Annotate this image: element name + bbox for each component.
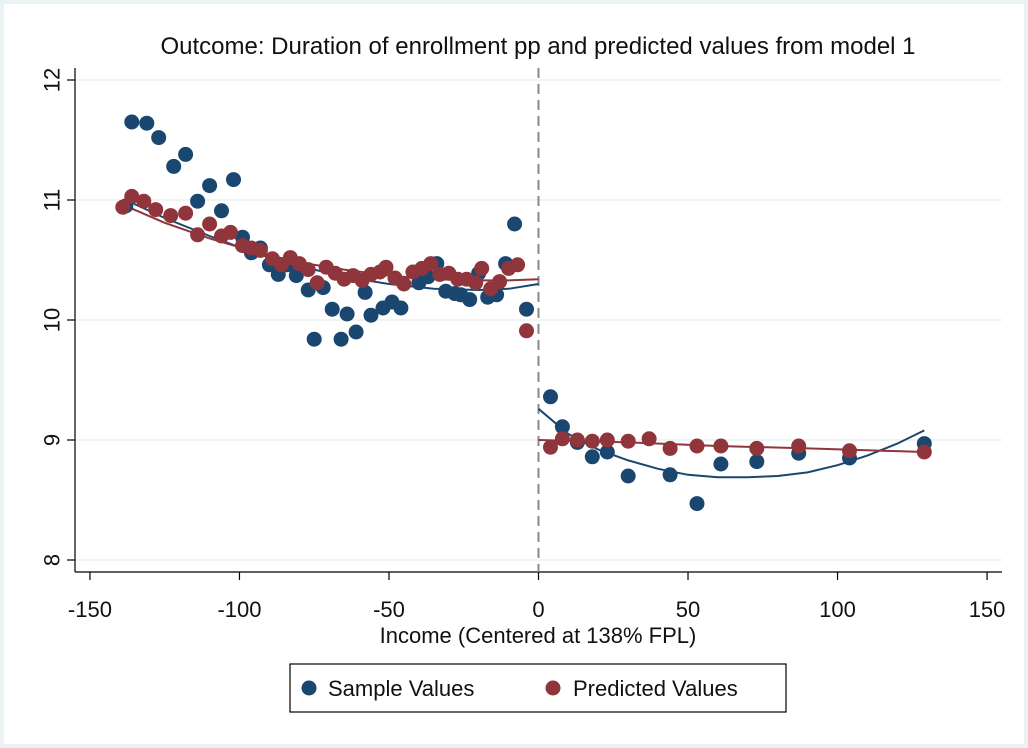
predicted-point <box>423 256 439 272</box>
predicted-point <box>569 432 585 448</box>
sample-point <box>124 114 140 130</box>
sample-point <box>357 284 373 300</box>
legend-marker-predicted <box>545 680 561 696</box>
sample-point <box>333 331 349 347</box>
predicted-point <box>599 432 615 448</box>
x-tick-label: -100 <box>217 597 261 622</box>
sample-point <box>749 454 765 470</box>
sample-point <box>178 146 194 162</box>
x-tick-label: 100 <box>819 597 856 622</box>
predicted-point <box>689 438 705 454</box>
predicted-point <box>202 216 218 232</box>
y-tick-label: 11 <box>40 189 65 212</box>
predicted-point <box>584 433 600 449</box>
predicted-point <box>378 259 394 275</box>
chart-canvas <box>4 4 1024 744</box>
y-axis: 8 9 10 11 12 <box>40 68 75 566</box>
sample-point <box>339 306 355 322</box>
sample-point <box>393 300 409 316</box>
predicted-point <box>620 433 636 449</box>
x-tick-label: -150 <box>68 597 112 622</box>
x-axis-label: Income (Centered at 138% FPL) <box>380 623 697 648</box>
predicted-point <box>791 438 807 454</box>
x-tick-label: 50 <box>676 597 700 622</box>
sample-point <box>190 193 206 209</box>
predicted-point <box>124 188 140 204</box>
sample-point <box>599 444 615 460</box>
legend-box <box>289 663 787 713</box>
predicted-point <box>543 439 558 455</box>
x-tick-label: 0 <box>532 597 544 622</box>
predicted-point <box>252 242 268 258</box>
predicted-point <box>474 260 490 276</box>
predicted-point <box>223 224 238 240</box>
predicted-point <box>163 208 179 224</box>
predicted-point <box>309 275 325 291</box>
sample-point <box>151 130 167 146</box>
sample-point <box>543 389 558 405</box>
sample-point <box>166 158 182 174</box>
predicted-point <box>842 443 857 459</box>
predicted-point <box>662 440 678 456</box>
predicted-point <box>519 323 534 339</box>
predicted-point <box>148 202 164 218</box>
sample-point <box>324 301 340 317</box>
sample-point <box>507 216 523 232</box>
predicted-point <box>468 275 484 291</box>
sample-point <box>202 178 218 194</box>
sample-point <box>288 268 304 284</box>
sample-point <box>348 324 364 340</box>
predicted-point <box>300 262 316 278</box>
y-tick-label: 12 <box>40 68 65 92</box>
predicted-point <box>115 199 131 215</box>
predicted-point <box>492 274 508 290</box>
y-gridlines <box>75 79 1002 561</box>
x-tick-label: 150 <box>969 597 1006 622</box>
predicted-point <box>510 257 526 273</box>
legend-label-sample: Sample Values <box>328 676 474 701</box>
sample-point <box>584 449 600 465</box>
sample-point <box>306 331 322 347</box>
predicted-point <box>641 431 657 447</box>
sample-point <box>713 456 729 472</box>
sample-point <box>689 496 705 512</box>
sample-point <box>214 203 229 219</box>
x-tick-label: -50 <box>373 597 405 622</box>
predicted-point <box>136 193 152 209</box>
predicted-point <box>554 431 570 447</box>
sample-point <box>519 301 534 317</box>
predicted-point <box>713 438 729 454</box>
predicted-point <box>190 227 206 243</box>
data-points <box>115 114 932 512</box>
legend: Sample Values Predicted Values <box>289 663 787 713</box>
predicted-point <box>916 444 932 460</box>
sample-point <box>226 172 241 188</box>
y-tick-label: 9 <box>40 434 65 446</box>
predicted-point <box>749 440 765 456</box>
predicted-point <box>178 205 194 221</box>
x-axis: -150 -100 -50 0 50 100 150 <box>68 572 1005 622</box>
sample-point <box>554 419 570 435</box>
legend-marker-sample <box>301 680 317 696</box>
sample-point <box>620 468 636 484</box>
sample-point <box>462 292 478 308</box>
y-tick-label: 10 <box>40 308 65 332</box>
legend-label-predicted: Predicted Values <box>573 676 738 701</box>
sample-point <box>363 307 379 323</box>
y-tick-label: 8 <box>40 554 65 566</box>
predicted-point <box>396 276 412 292</box>
sample-point <box>139 115 155 131</box>
sample-point <box>662 467 678 483</box>
chart-title: Outcome: Duration of enrollment pp and p… <box>160 33 915 60</box>
